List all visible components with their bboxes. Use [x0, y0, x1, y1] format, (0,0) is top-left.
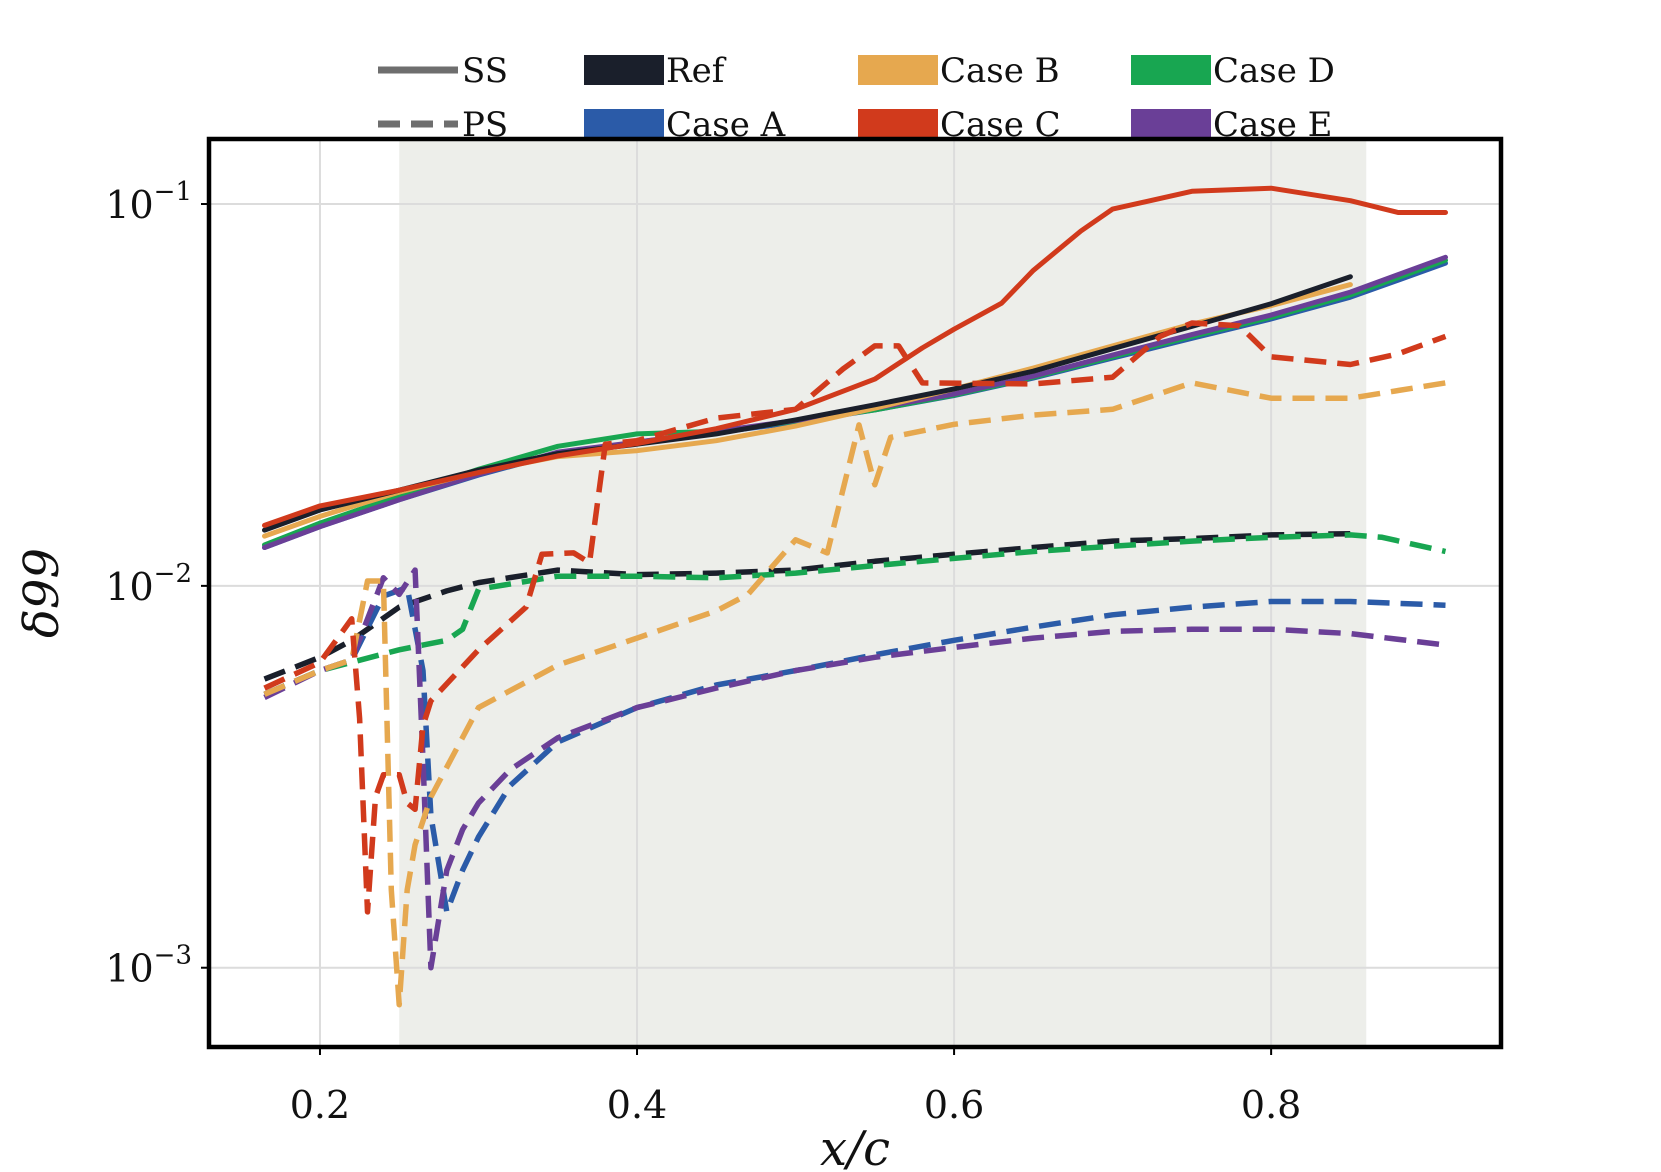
shaded-region — [399, 139, 1367, 1047]
x-tick-labels: 0.2 0.4 0.6 0.8 — [290, 1047, 1301, 1127]
legend-label-ss: SS — [462, 51, 508, 91]
series-case-c-ps — [263, 320, 1447, 915]
legend-swatch-case-b — [858, 55, 938, 85]
grid — [209, 139, 1501, 1047]
series-ref-ps — [263, 530, 1351, 682]
legend-swatch-case-e — [1131, 109, 1211, 139]
series-case-c-ss — [262, 185, 1448, 528]
series-group — [262, 185, 1448, 1008]
y-tick-label: 10−1 — [105, 177, 192, 227]
y-tick-labels: 10−3 10−2 10−1 — [105, 177, 209, 991]
x-tick-label: 0.2 — [290, 1083, 350, 1127]
plot-frame — [206, 136, 1504, 1050]
x-axis-label: x/c — [820, 1121, 890, 1172]
y-axis-label: δ99 — [14, 548, 70, 638]
legend-swatch-case-d — [1131, 55, 1211, 85]
series-case-b-ps — [263, 380, 1446, 1008]
legend-label-case-b: Case B — [940, 51, 1060, 91]
x-tick-label: 0.4 — [607, 1083, 667, 1127]
legend-swatch-case-c — [858, 109, 938, 139]
y-tick-label: 10−2 — [105, 559, 192, 609]
x-tick-label: 0.8 — [1241, 1083, 1301, 1127]
y-tick-label: 10−3 — [105, 941, 192, 991]
series-case-d-ps — [263, 532, 1447, 697]
plot-background — [399, 139, 1367, 1047]
legend-swatch-ref — [584, 55, 664, 85]
series-case-e-ps — [263, 567, 1446, 971]
legend-label-ref: Ref — [666, 51, 727, 91]
legend-swatch-case-a — [584, 109, 664, 139]
legend-label-case-d: Case D — [1213, 51, 1335, 91]
x-tick-label: 0.6 — [924, 1083, 984, 1127]
